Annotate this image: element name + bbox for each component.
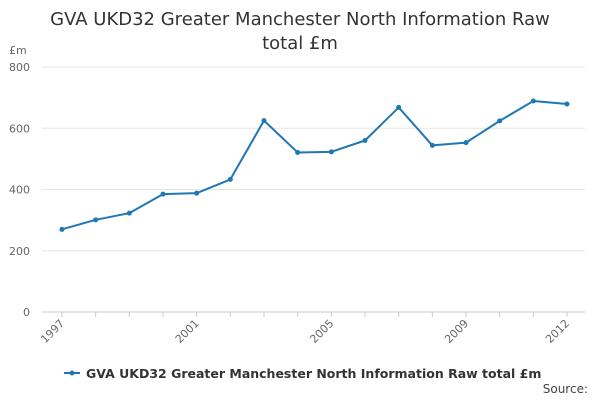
data-point[interactable] xyxy=(328,149,334,155)
data-point[interactable] xyxy=(160,191,166,197)
data-point[interactable] xyxy=(93,217,99,223)
y-tick-label: 400 xyxy=(9,184,30,197)
data-point[interactable] xyxy=(126,210,132,216)
data-point[interactable] xyxy=(295,149,301,155)
x-tick-label: 2012 xyxy=(543,317,572,346)
x-tick-label: 2001 xyxy=(173,317,202,346)
data-point[interactable] xyxy=(362,138,368,143)
legend-series-marker-icon xyxy=(64,370,80,376)
legend-series-label: GVA UKD32 Greater Manchester North Infor… xyxy=(86,365,542,381)
series-line xyxy=(61,99,568,231)
axes: 0 200 400 600 800 1997 2001 2005 2009 2012 xyxy=(9,61,572,346)
data-point[interactable] xyxy=(261,118,267,124)
data-point[interactable] xyxy=(59,226,65,232)
data-point[interactable] xyxy=(497,118,503,124)
data-point[interactable] xyxy=(463,140,469,146)
data-point[interactable] xyxy=(396,104,402,110)
data-point[interactable] xyxy=(194,190,200,196)
data-point[interactable] xyxy=(227,176,233,182)
data-point[interactable] xyxy=(564,101,570,107)
gridlines xyxy=(42,66,585,313)
chart-title: GVA UKD32 Greater Manchester North Infor… xyxy=(50,9,550,54)
series-layer xyxy=(59,98,570,232)
data-point[interactable] xyxy=(530,98,536,104)
x-tick-label: 2009 xyxy=(442,317,471,346)
y-tick-label: 600 xyxy=(9,122,30,135)
y-axis-unit-label: £m xyxy=(9,44,27,57)
source-label: Source: xyxy=(542,382,588,396)
y-tick-label: 800 xyxy=(9,61,30,74)
x-tick-label: 2005 xyxy=(307,317,336,346)
y-tick-label: 200 xyxy=(9,245,30,258)
legend[interactable]: GVA UKD32 Greater Manchester North Infor… xyxy=(64,364,541,382)
y-tick-label: 0 xyxy=(23,306,30,319)
data-point[interactable] xyxy=(429,142,435,148)
x-tick-label: 1997 xyxy=(38,317,67,346)
